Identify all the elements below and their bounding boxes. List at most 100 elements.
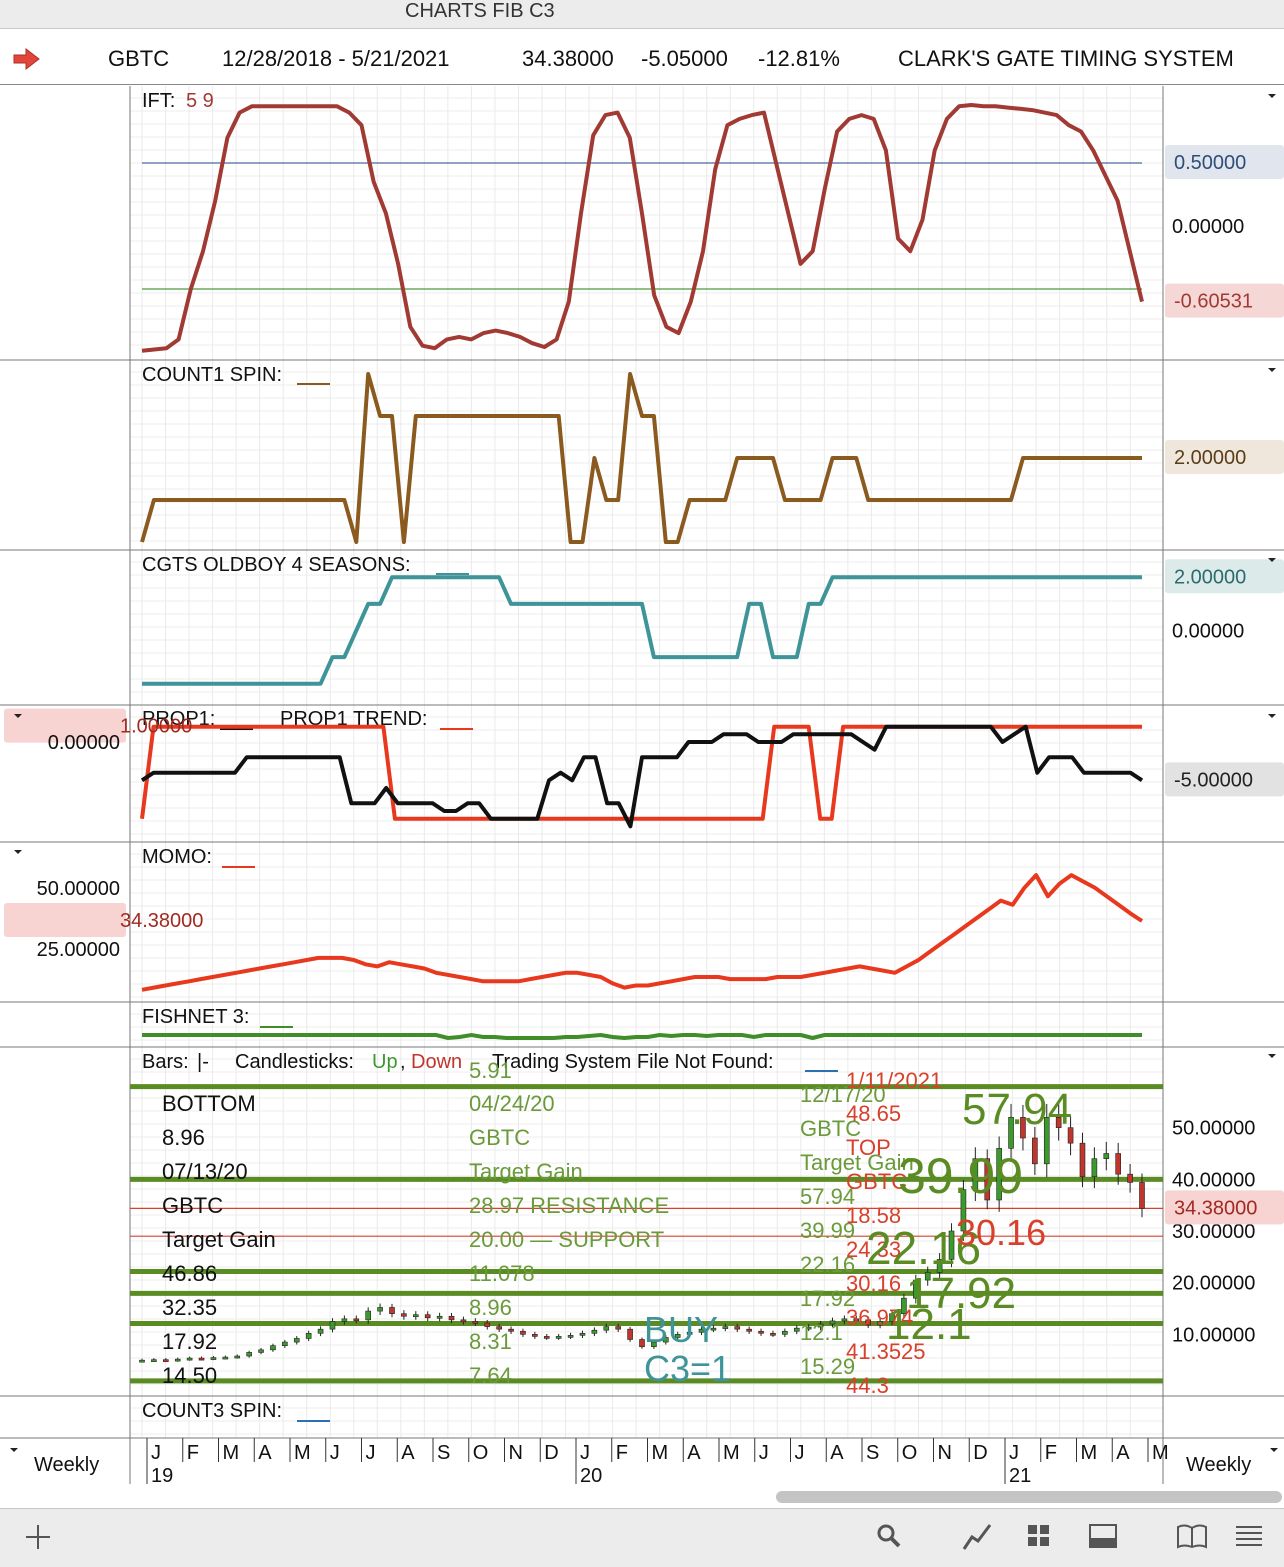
date-range: 12/28/2018 - 5/21/2021 — [222, 46, 450, 71]
tick-label-price-0: 50.00000 — [1172, 1118, 1255, 1140]
month-label: M — [1152, 1442, 1169, 1464]
price-annotation: 28.97 RESISTANCE — [469, 1193, 669, 1218]
month-label: M — [652, 1442, 669, 1464]
chevron-down-icon[interactable] — [1268, 558, 1276, 562]
chevron-down-icon[interactable] — [10, 1448, 18, 1452]
candle-body — [508, 1328, 514, 1332]
price-annotation: 22.16 — [866, 1222, 981, 1274]
month-label: J — [330, 1442, 340, 1464]
month-label: F — [187, 1442, 199, 1464]
month-label: M — [1081, 1442, 1098, 1464]
candle-body — [889, 1313, 895, 1322]
price-annotation: 57.94 — [962, 1085, 1072, 1134]
price-annotation: 17.92 — [906, 1269, 1016, 1318]
price-annotation: 18.58 — [846, 1203, 901, 1228]
candle-body — [246, 1352, 252, 1357]
menu-icon[interactable] — [1234, 1523, 1264, 1549]
candle-body — [472, 1321, 479, 1324]
candle-body — [1139, 1182, 1145, 1209]
candle-body — [282, 1341, 288, 1347]
candle-body — [1043, 1117, 1050, 1165]
panel-icon[interactable] — [1088, 1523, 1118, 1549]
legend-down: Down — [411, 1051, 462, 1073]
price-annotation: 44.3 — [846, 1373, 889, 1398]
tick-label-prop1-0: 0.00000 — [48, 732, 120, 754]
price-annotation: 30.16 — [846, 1271, 901, 1296]
price-annotation: 36.974 — [846, 1305, 913, 1330]
tick-label-momo-0: 50.00000 — [37, 878, 120, 900]
candle-body — [317, 1328, 324, 1334]
legend-comma: , — [400, 1051, 406, 1073]
price-annotation: GBTC — [469, 1125, 530, 1150]
periodicity-left[interactable]: Weekly — [34, 1454, 99, 1476]
periodicity-right[interactable]: Weekly — [1186, 1454, 1251, 1476]
add-icon[interactable] — [24, 1523, 52, 1551]
year-label: 19 — [151, 1465, 173, 1487]
legend-trading-system: Trading System File Not Found: — [492, 1051, 774, 1073]
candle-body — [198, 1357, 205, 1361]
right-arrow-icon[interactable] — [12, 48, 40, 70]
candle-body — [710, 1327, 717, 1331]
candle-body — [258, 1349, 264, 1353]
candle-body — [293, 1338, 300, 1343]
book-icon[interactable] — [1176, 1523, 1208, 1549]
chevron-down-icon[interactable] — [1268, 1054, 1276, 1058]
panel-title-momo: MOMO: — [142, 846, 212, 868]
candle-body — [793, 1327, 800, 1332]
candle-body — [686, 1331, 693, 1335]
chevron-down-icon[interactable] — [14, 714, 22, 718]
month-label: A — [687, 1442, 701, 1464]
left-value-prop1: 1.00000 — [120, 716, 192, 738]
candle-body — [865, 1319, 871, 1326]
candle-body — [877, 1321, 883, 1326]
price-annotation: GBTC — [162, 1193, 223, 1218]
month-label: J — [795, 1442, 805, 1464]
month-label: S — [437, 1442, 450, 1464]
month-label: A — [258, 1442, 272, 1464]
last-value-prop1-badge — [1165, 762, 1284, 797]
candle-body — [329, 1321, 336, 1330]
chevron-down-icon[interactable] — [1268, 714, 1276, 718]
candle-body — [591, 1329, 598, 1334]
chevron-down-icon[interactable] — [1270, 1448, 1278, 1452]
legend-bars: Bars: — [142, 1051, 189, 1073]
price-annotation: 57.94 — [800, 1184, 855, 1209]
last-value-ift: -0.60531 — [1174, 291, 1253, 313]
candle-body — [222, 1356, 229, 1360]
chevron-down-icon[interactable] — [1268, 368, 1276, 372]
candle-body — [901, 1297, 907, 1314]
price-annotation: 8.31 — [469, 1329, 512, 1354]
candle-body — [936, 1259, 943, 1273]
candle-body — [1008, 1117, 1014, 1149]
month-label: J — [151, 1442, 161, 1464]
month-label: D — [973, 1442, 987, 1464]
month-label: A — [830, 1442, 844, 1464]
horizontal-scrollbar[interactable] — [776, 1491, 1282, 1503]
left-value-momo-badge — [4, 903, 126, 938]
price-annotation: 8.96 — [162, 1125, 205, 1150]
tick-label-oldboy-0: 0.00000 — [1172, 621, 1244, 643]
price-annotation: 39.99 — [898, 1148, 1023, 1204]
candle-body — [984, 1158, 991, 1201]
line-chart-icon[interactable] — [962, 1523, 992, 1551]
candle-body — [853, 1318, 860, 1322]
price-annotation: 15.29 — [800, 1354, 855, 1379]
search-icon[interactable] — [876, 1523, 902, 1549]
last-value-oldboy-badge — [1165, 559, 1284, 594]
candle-body — [972, 1158, 979, 1190]
candle-body — [603, 1326, 610, 1331]
symbol[interactable]: GBTC — [108, 46, 170, 71]
month-label: A — [401, 1442, 415, 1464]
candle-body — [615, 1326, 621, 1330]
price-annotation: 22.16 — [800, 1252, 855, 1277]
price-annotation: 17.92 — [800, 1286, 855, 1311]
candle-body — [389, 1307, 395, 1314]
grid-icon[interactable] — [1026, 1523, 1052, 1549]
month-label: N — [938, 1442, 952, 1464]
chevron-down-icon[interactable] — [1268, 94, 1276, 98]
price-annotation: 48.65 — [846, 1101, 901, 1126]
candle-body — [1032, 1137, 1038, 1165]
candle-body — [139, 1359, 145, 1363]
chevron-down-icon[interactable] — [14, 850, 22, 854]
candle-body — [841, 1318, 848, 1322]
